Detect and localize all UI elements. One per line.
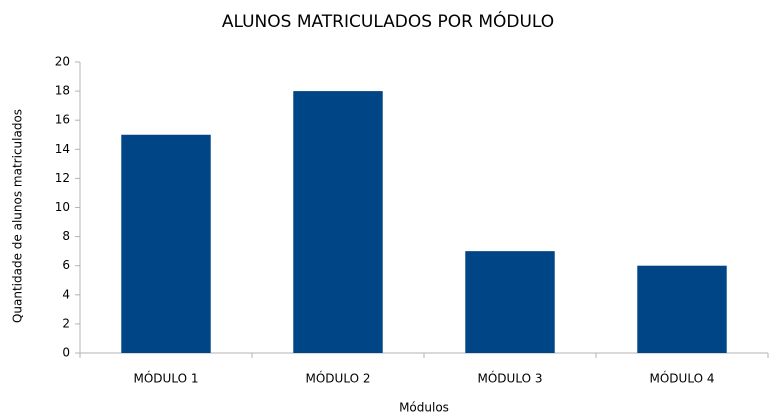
y-tick-label: 10 [55, 200, 70, 214]
y-tick-label: 0 [62, 346, 70, 360]
y-tick-label: 18 [55, 84, 70, 98]
chart-title: ALUNOS MATRICULADOS POR MÓDULO [222, 10, 554, 32]
y-tick-label: 2 [62, 316, 70, 330]
y-tick-label: 20 [55, 55, 70, 69]
y-axis-label: Quantidade de alunos matriculados [11, 109, 25, 323]
y-tick-label: 6 [62, 258, 70, 272]
x-tick-label: MÓDULO 2 [306, 371, 371, 386]
x-tick-label: MÓDULO 3 [478, 371, 543, 386]
bar [293, 91, 383, 353]
bar [465, 251, 555, 353]
y-tick-label: 16 [55, 113, 70, 127]
x-axis-label: Módulos [399, 401, 449, 415]
x-tick-label: MÓDULO 1 [134, 371, 199, 386]
y-tick-label: 12 [55, 171, 70, 185]
y-tick-label: 14 [55, 142, 70, 156]
x-tick-label: MÓDULO 4 [650, 371, 715, 386]
bar [637, 265, 727, 353]
bar [121, 134, 211, 353]
y-tick-label: 4 [62, 287, 70, 301]
y-tick-label: 8 [62, 229, 70, 243]
